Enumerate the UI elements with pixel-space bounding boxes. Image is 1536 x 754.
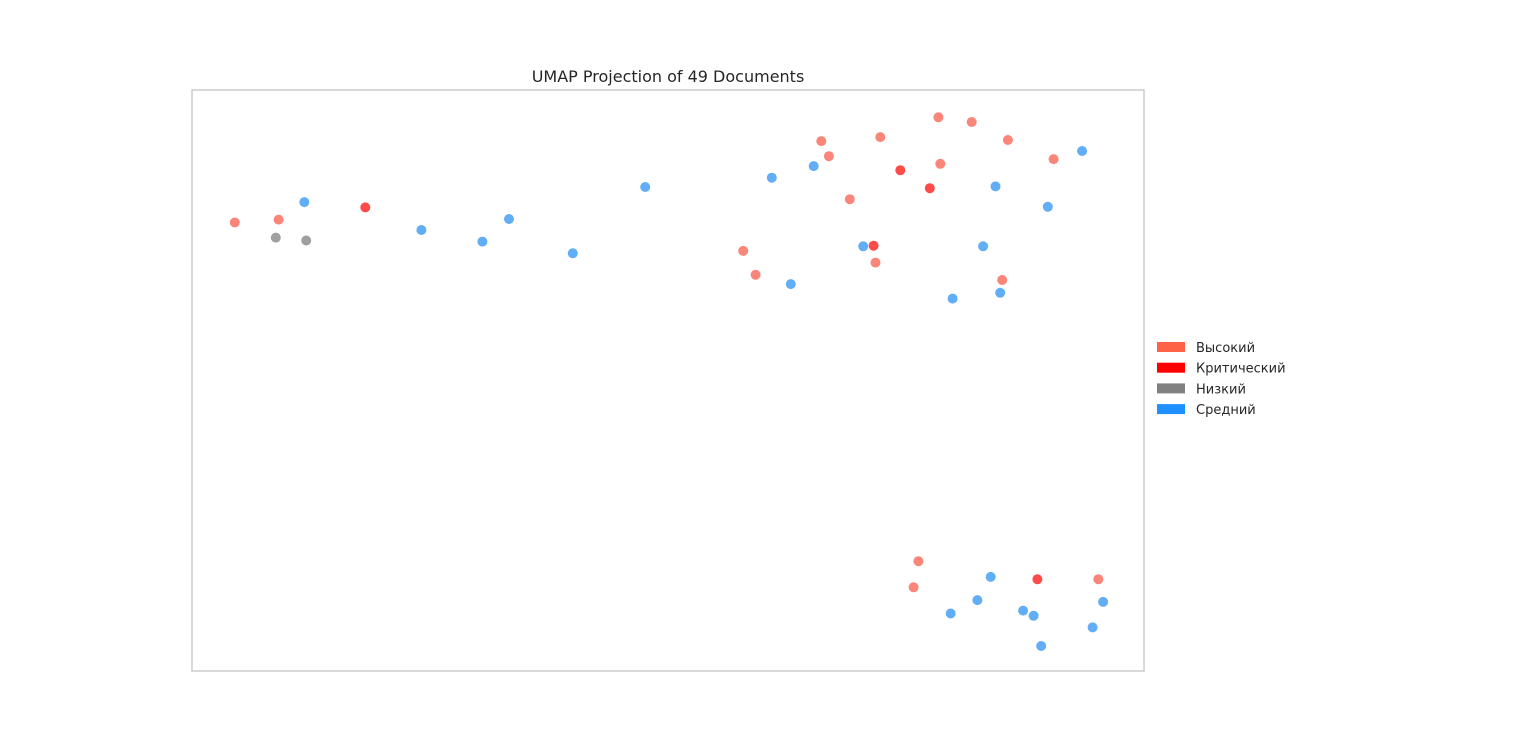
series-2 [270, 232, 312, 246]
chart-title: UMAP Projection of 49 Documents [532, 67, 805, 86]
data-point-series-0-12 [1002, 135, 1013, 145]
data-point-series-3-19 [1018, 605, 1029, 616]
data-point-series-3-12 [990, 181, 1001, 192]
legend-swatch-3 [1157, 404, 1185, 415]
data-point-series-3-23 [1098, 596, 1109, 607]
data-point-series-1-2 [924, 183, 935, 194]
data-point-series-3-21 [1087, 622, 1098, 633]
data-point-series-3-15 [1077, 146, 1088, 156]
legend-swatch-2 [1157, 383, 1185, 394]
data-point-series-3-2 [477, 236, 488, 247]
plot-area-frame [191, 89, 1145, 672]
scatter-points-layer [229, 112, 1109, 651]
data-point-series-3-18 [945, 608, 956, 619]
data-point-series-0-16 [908, 582, 919, 593]
data-point-series-1-1 [895, 165, 906, 176]
data-point-series-0-2 [738, 245, 749, 256]
data-point-series-0-1 [273, 214, 284, 225]
data-point-series-3-9 [858, 241, 869, 252]
legend-label-1: Критический [1196, 362, 1286, 377]
data-point-series-0-6 [844, 194, 855, 205]
data-point-series-2-0 [270, 232, 281, 243]
data-point-series-0-9 [933, 112, 944, 123]
series-0 [229, 112, 1104, 593]
data-point-series-0-14 [997, 275, 1008, 285]
data-point-series-3-16 [985, 571, 996, 582]
data-point-series-3-22 [1036, 641, 1047, 651]
data-point-series-3-4 [567, 248, 578, 259]
legend-swatch-1 [1157, 362, 1185, 373]
data-point-series-3-14 [1042, 201, 1053, 212]
data-point-series-3-7 [808, 161, 819, 172]
legend-swatch-0 [1157, 342, 1185, 352]
legend-label-3: Средний [1196, 403, 1256, 418]
legend-label-0: Высокий [1196, 341, 1255, 356]
data-point-series-0-11 [966, 117, 977, 127]
data-point-series-3-0 [299, 197, 310, 208]
data-point-series-0-13 [1048, 154, 1059, 165]
data-point-series-1-4 [1032, 574, 1043, 585]
series-1 [360, 165, 1043, 585]
data-point-series-3-6 [766, 172, 777, 183]
data-point-series-0-5 [823, 151, 834, 162]
data-point-series-0-10 [935, 158, 946, 169]
data-point-series-3-10 [947, 293, 958, 304]
data-point-series-3-8 [785, 279, 796, 290]
data-point-series-3-17 [972, 595, 983, 606]
data-point-series-0-17 [1093, 574, 1104, 585]
data-point-series-1-3 [868, 240, 879, 251]
data-point-series-0-7 [875, 132, 886, 143]
legend-label-2: Низкий [1196, 382, 1246, 397]
data-point-series-0-4 [816, 136, 827, 147]
data-point-series-0-3 [750, 269, 761, 280]
legend: Высокий Критический Низкий Средний [1157, 341, 1286, 418]
data-point-series-3-3 [504, 214, 514, 224]
data-point-series-3-20 [1028, 610, 1039, 621]
data-point-series-0-0 [229, 217, 240, 228]
data-point-series-0-15 [913, 556, 924, 567]
data-point-series-2-1 [301, 235, 312, 246]
data-point-series-3-13 [995, 287, 1006, 298]
data-point-series-3-11 [978, 241, 989, 252]
data-point-series-0-8 [870, 257, 881, 268]
data-point-series-1-0 [360, 202, 371, 213]
data-point-series-3-1 [416, 225, 427, 235]
data-point-series-3-5 [640, 182, 651, 192]
series-3 [299, 146, 1109, 651]
